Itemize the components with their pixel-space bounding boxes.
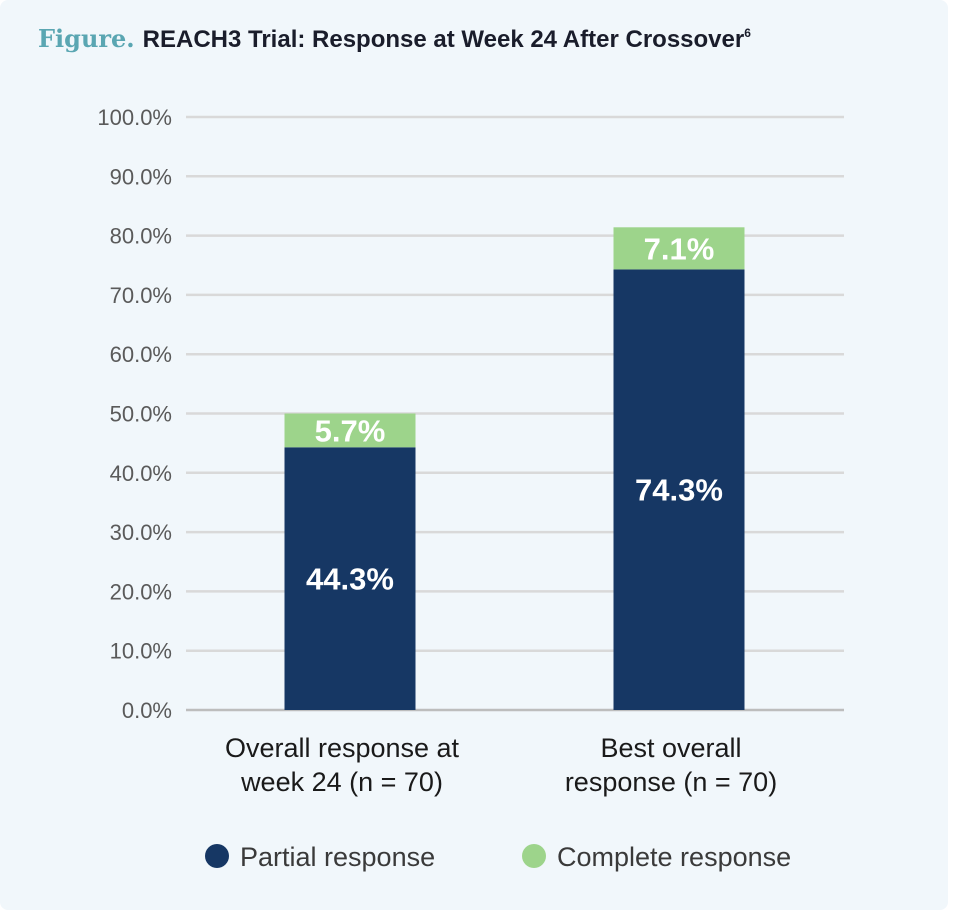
x-category-label: week 24 (n = 70) — [240, 767, 443, 797]
bar-segment-complete — [284, 413, 416, 448]
y-tick-label: 10.0% — [110, 639, 172, 664]
legend-label-complete: Complete response — [557, 842, 791, 872]
y-tick-label: 0.0% — [122, 698, 172, 723]
y-tick-label: 100.0% — [97, 105, 172, 130]
figure-label: Figure. — [38, 24, 135, 53]
y-tick-label: 40.0% — [110, 461, 172, 486]
title-superscript: 6 — [744, 26, 751, 40]
data-label-complete: 5.7% — [315, 413, 386, 448]
data-label-partial: 74.3% — [635, 473, 723, 508]
legend-label-partial: Partial response — [240, 842, 435, 872]
data-label-partial: 44.3% — [306, 562, 394, 597]
data-label-complete: 7.1% — [644, 231, 715, 266]
x-category-label: Overall response at — [225, 733, 460, 763]
bar-segment-partial — [613, 269, 745, 710]
y-tick-label: 90.0% — [110, 164, 172, 189]
title-text: REACH3 Trial: Response at Week 24 After … — [142, 26, 745, 53]
y-tick-label: 80.0% — [110, 224, 172, 249]
y-tick-label: 60.0% — [110, 342, 172, 367]
legend-marker-complete — [522, 844, 546, 868]
legend-marker-partial — [205, 844, 229, 868]
y-tick-label: 30.0% — [110, 520, 172, 545]
bar-segment-partial — [284, 447, 416, 710]
y-tick-label: 50.0% — [110, 402, 172, 427]
chart-title: Figure. REACH3 Trial: Response at Week 24… — [38, 24, 751, 54]
x-category-label: Best overall — [600, 733, 741, 763]
x-category-label: response (n = 70) — [565, 767, 777, 797]
bar-segment-complete — [613, 227, 745, 270]
y-tick-label: 70.0% — [110, 283, 172, 308]
y-tick-label: 20.0% — [110, 579, 172, 604]
